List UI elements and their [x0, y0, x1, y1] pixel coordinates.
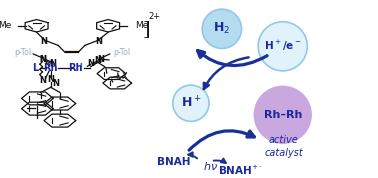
Text: ]: ] [143, 20, 150, 38]
Text: N: N [39, 76, 46, 85]
Text: N: N [50, 59, 56, 68]
Text: Me: Me [0, 21, 12, 30]
Text: Rh–Rh: Rh–Rh [263, 110, 302, 120]
Text: N: N [94, 56, 102, 65]
Ellipse shape [202, 9, 242, 48]
Text: BNAH$^{+\cdot}$: BNAH$^{+\cdot}$ [218, 164, 262, 177]
Text: p-Tol: p-Tol [15, 48, 32, 57]
Text: active
catalyst: active catalyst [264, 135, 303, 158]
Text: N: N [96, 37, 102, 46]
Text: L: L [32, 64, 38, 74]
Text: Rh: Rh [68, 64, 83, 74]
Text: 2+: 2+ [149, 12, 161, 21]
Text: H$^+$/e$^-$: H$^+$/e$^-$ [264, 39, 302, 53]
Text: H$^+$: H$^+$ [181, 96, 201, 111]
Text: II: II [54, 63, 57, 68]
Text: N: N [39, 55, 46, 64]
Text: N: N [52, 79, 59, 88]
Text: II: II [80, 63, 84, 68]
Text: N: N [40, 37, 48, 46]
Text: N: N [98, 55, 105, 64]
Ellipse shape [258, 22, 307, 71]
Text: $h\nu$: $h\nu$ [203, 160, 218, 172]
Text: N: N [39, 56, 46, 64]
Text: N: N [87, 59, 94, 68]
Text: H$_2$: H$_2$ [213, 21, 231, 36]
Ellipse shape [254, 87, 311, 143]
Ellipse shape [173, 85, 209, 121]
Text: p-Tol: p-Tol [113, 48, 130, 57]
Text: BNAH: BNAH [157, 157, 191, 167]
Text: X: X [122, 72, 128, 81]
Text: Me: Me [135, 21, 148, 30]
Text: Rh: Rh [43, 64, 57, 74]
Text: N: N [47, 75, 54, 84]
